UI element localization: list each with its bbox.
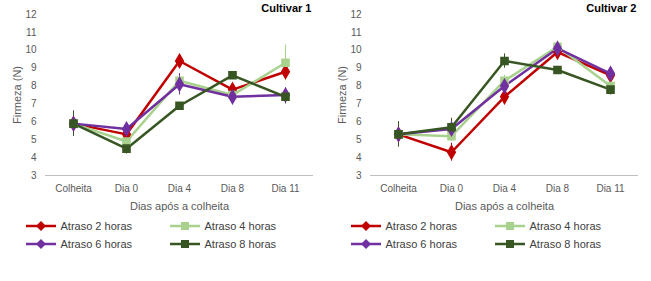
svg-text:Firmeza (N): Firmeza (N) — [336, 66, 348, 124]
svg-text:6: 6 — [355, 116, 361, 127]
svg-text:12: 12 — [350, 9, 362, 20]
svg-text:7: 7 — [355, 98, 361, 109]
svg-text:11: 11 — [26, 27, 37, 38]
svg-text:11: 11 — [351, 27, 362, 38]
svg-text:5: 5 — [355, 134, 361, 145]
svg-text:Dias após a colheita: Dias após a colheita — [454, 200, 554, 212]
svg-text:5: 5 — [30, 134, 36, 145]
svg-text:Firmeza (N): Firmeza (N) — [11, 66, 23, 124]
svg-text:Dia 4: Dia 4 — [167, 183, 191, 194]
svg-text:Dia 4: Dia 4 — [492, 183, 516, 194]
html-text:Atraso 8 horas: Atraso 8 horas — [204, 238, 276, 250]
html-text:Atraso 2 horas: Atraso 2 horas — [60, 220, 132, 232]
svg-text:12: 12 — [25, 9, 37, 20]
svg-text:Colheita: Colheita — [55, 183, 92, 194]
svg-text:10: 10 — [25, 44, 37, 55]
svg-text:8: 8 — [30, 80, 36, 91]
svg-text:3: 3 — [30, 170, 36, 181]
svg-text:Dias após a colheita: Dias após a colheita — [129, 200, 229, 212]
svg-text:Dia 0: Dia 0 — [439, 183, 463, 194]
html-text:Atraso 4 horas: Atraso 4 horas — [529, 220, 601, 232]
html-text:Atraso 8 horas: Atraso 8 horas — [529, 238, 601, 250]
svg-text:3: 3 — [355, 170, 361, 181]
svg-text:9: 9 — [355, 62, 361, 73]
svg-text:Dia 11: Dia 11 — [596, 183, 625, 194]
svg-text:Cultivar 1: Cultivar 1 — [261, 2, 311, 14]
svg-text:Cultivar 2: Cultivar 2 — [586, 2, 636, 14]
html-text:Atraso 6 horas: Atraso 6 horas — [60, 238, 132, 250]
svg-text:6: 6 — [30, 116, 36, 127]
html-text:Atraso 6 horas: Atraso 6 horas — [385, 238, 457, 250]
svg-text:7: 7 — [30, 98, 36, 109]
svg-text:9: 9 — [30, 62, 36, 73]
svg-text:10: 10 — [350, 44, 362, 55]
svg-text:4: 4 — [30, 152, 36, 163]
svg-text:8: 8 — [355, 80, 361, 91]
svg-text:Colheita: Colheita — [380, 183, 417, 194]
svg-text:Dia 11: Dia 11 — [271, 183, 300, 194]
html-text:Atraso 4 horas: Atraso 4 horas — [204, 220, 276, 232]
html-text:Atraso 2 horas: Atraso 2 horas — [385, 220, 457, 232]
svg-text:4: 4 — [355, 152, 361, 163]
svg-text:Dia 0: Dia 0 — [114, 183, 138, 194]
svg-text:Dia 8: Dia 8 — [545, 183, 569, 194]
svg-text:Dia 8: Dia 8 — [220, 183, 244, 194]
